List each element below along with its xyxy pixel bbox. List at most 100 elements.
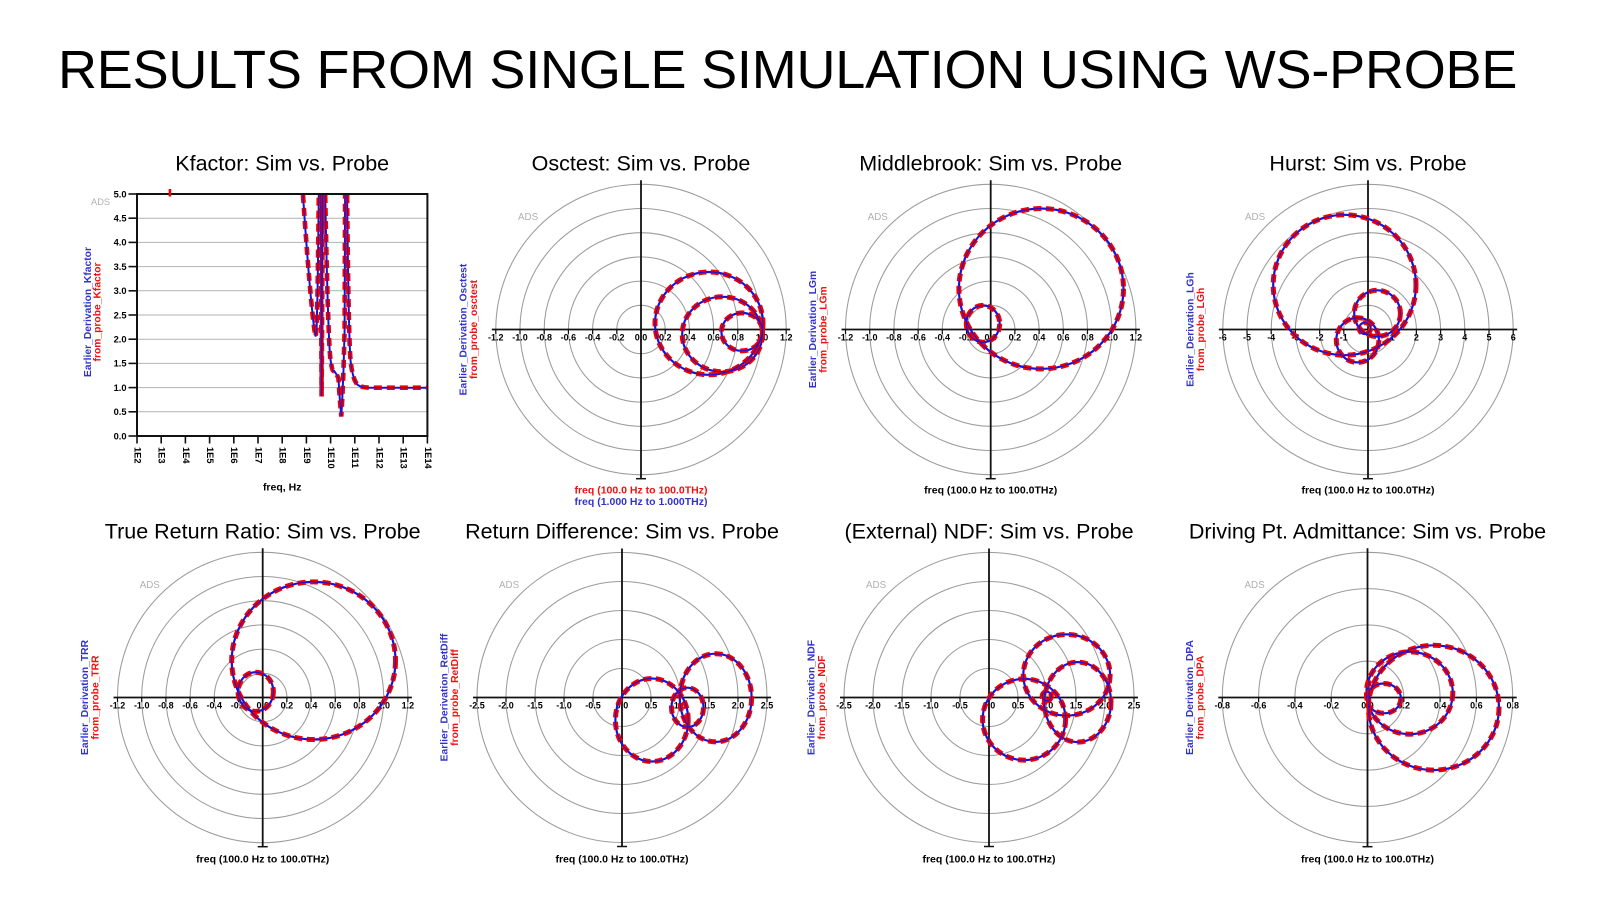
svg-text:-0.5: -0.5 — [585, 700, 601, 710]
svg-text:0.8: 0.8 — [353, 700, 366, 710]
svg-text:ADS: ADS — [518, 212, 539, 223]
svg-text:-0.8: -0.8 — [536, 332, 552, 342]
svg-text:-2.5: -2.5 — [836, 700, 852, 710]
svg-text:Earlier_Derivation_LGm: Earlier_Derivation_LGm — [808, 271, 819, 388]
svg-text:1.5: 1.5 — [1070, 700, 1083, 710]
svg-text:1.2: 1.2 — [780, 332, 793, 342]
svg-text:-0.4: -0.4 — [1287, 700, 1303, 710]
svg-text:-0.6: -0.6 — [910, 332, 926, 342]
svg-text:Earlier_Derivation_Osctest: Earlier_Derivation_Osctest — [459, 263, 470, 395]
svg-text:0.4: 0.4 — [1434, 700, 1447, 710]
svg-text:-0.8: -0.8 — [158, 700, 174, 710]
svg-text:freq (100.0 Hz to 100.0THz): freq (100.0 Hz to 100.0THz) — [1301, 854, 1434, 866]
svg-text:-2.0: -2.0 — [865, 700, 881, 710]
svg-text:-0.8: -0.8 — [886, 332, 902, 342]
svg-text:Earlier_Derivation_Kfactor: Earlier_Derivation_Kfactor — [83, 247, 94, 377]
svg-text:2: 2 — [1414, 332, 1419, 342]
svg-text:-0.4: -0.4 — [207, 700, 223, 710]
svg-text:0.6: 0.6 — [1470, 700, 1483, 710]
svg-text:4.0: 4.0 — [114, 238, 127, 248]
svg-text:3: 3 — [1438, 332, 1443, 342]
svg-text:0.0: 0.0 — [635, 332, 648, 342]
svg-text:0.8: 0.8 — [732, 332, 745, 342]
svg-text:-1.0: -1.0 — [556, 700, 572, 710]
svg-text:from_probe_osctest: from_probe_osctest — [469, 279, 480, 379]
svg-text:1E9: 1E9 — [302, 447, 312, 464]
svg-text:0.2: 0.2 — [659, 332, 672, 342]
svg-text:-2: -2 — [1316, 332, 1324, 342]
svg-text:0.8: 0.8 — [1081, 332, 1094, 342]
svg-text:freq (100.0 Hz to 100.0THz): freq (100.0 Hz to 100.0THz) — [574, 485, 707, 497]
svg-text:1E11: 1E11 — [350, 447, 360, 468]
svg-text:from_probe_LGh: from_probe_LGh — [1196, 288, 1207, 372]
svg-text:6: 6 — [1511, 332, 1516, 342]
svg-text:0.0: 0.0 — [616, 700, 629, 710]
svg-text:5: 5 — [1486, 332, 1491, 342]
svg-text:-1.5: -1.5 — [527, 700, 543, 710]
svg-text:1.5: 1.5 — [703, 700, 716, 710]
svg-text:0.4: 0.4 — [1033, 332, 1046, 342]
svg-text:-0.5: -0.5 — [952, 700, 968, 710]
svg-text:-1.2: -1.2 — [110, 700, 126, 710]
svg-text:4: 4 — [1462, 332, 1467, 342]
svg-text:0.6: 0.6 — [329, 700, 342, 710]
svg-text:1E2: 1E2 — [132, 447, 142, 464]
svg-text:freq (1.000 Hz to 1.000THz): freq (1.000 Hz to 1.000THz) — [574, 496, 707, 508]
svg-text:2.5: 2.5 — [114, 310, 127, 320]
svg-text:1E14: 1E14 — [423, 447, 433, 470]
svg-text:0.5: 0.5 — [645, 700, 658, 710]
svg-text:1E8: 1E8 — [278, 447, 288, 464]
svg-text:freq (100.0 Hz to 100.0THz): freq (100.0 Hz to 100.0THz) — [1301, 485, 1434, 497]
svg-text:-0.6: -0.6 — [182, 700, 198, 710]
svg-text:0.4: 0.4 — [305, 700, 318, 710]
svg-text:-1.5: -1.5 — [894, 700, 910, 710]
svg-text:Osctest: Sim vs. Probe: Osctest: Sim vs. Probe — [532, 152, 751, 176]
svg-text:(External) NDF: Sim vs. Probe: (External) NDF: Sim vs. Probe — [844, 520, 1133, 544]
svg-text:-1.0: -1.0 — [134, 700, 150, 710]
svg-text:1.2: 1.2 — [402, 700, 415, 710]
svg-text:from_probe_RetDiff: from_probe_RetDiff — [450, 649, 461, 746]
svg-text:freq (100.0 Hz to 100.0THz): freq (100.0 Hz to 100.0THz) — [922, 854, 1055, 866]
svg-text:2.0: 2.0 — [732, 700, 745, 710]
svg-text:1E6: 1E6 — [229, 447, 239, 464]
svg-text:freq (100.0 Hz to 100.0THz): freq (100.0 Hz to 100.0THz) — [196, 854, 329, 866]
svg-text:-0.2: -0.2 — [609, 332, 625, 342]
svg-text:from_probe_LGm: from_probe_LGm — [819, 286, 830, 372]
svg-text:1E13: 1E13 — [399, 447, 409, 469]
svg-text:ADS: ADS — [868, 212, 889, 223]
svg-text:1E7: 1E7 — [253, 447, 263, 464]
svg-text:0.0: 0.0 — [983, 700, 996, 710]
svg-text:-0.4: -0.4 — [935, 332, 951, 342]
svg-text:Kfactor: Sim vs. Probe: Kfactor: Sim vs. Probe — [175, 152, 389, 176]
svg-text:Hurst: Sim vs. Probe: Hurst: Sim vs. Probe — [1269, 152, 1466, 176]
svg-text:3.0: 3.0 — [114, 286, 127, 296]
svg-text:-0.2: -0.2 — [231, 700, 247, 710]
svg-text:1.0: 1.0 — [114, 383, 127, 393]
svg-text:-4: -4 — [1267, 332, 1275, 342]
svg-text:-0.6: -0.6 — [561, 332, 577, 342]
svg-text:-1: -1 — [1340, 332, 1348, 342]
svg-text:2.5: 2.5 — [761, 700, 774, 710]
svg-text:freq (100.0 Hz to 100.0THz): freq (100.0 Hz to 100.0THz) — [555, 854, 688, 866]
svg-text:-2.0: -2.0 — [498, 700, 514, 710]
svg-text:ADS: ADS — [866, 580, 887, 591]
svg-text:0.0: 0.0 — [256, 700, 269, 710]
svg-text:Earlier_Derivation_LGh: Earlier_Derivation_LGh — [1186, 272, 1197, 386]
svg-text:1.0: 1.0 — [377, 700, 390, 710]
svg-text:0.2: 0.2 — [1009, 332, 1022, 342]
svg-text:from_probe_NDF: from_probe_NDF — [817, 655, 828, 739]
svg-text:0.2: 0.2 — [1398, 700, 1411, 710]
svg-text:0.6: 0.6 — [1057, 332, 1070, 342]
svg-text:Earlier_Derivation_TRR: Earlier_Derivation_TRR — [80, 639, 91, 755]
svg-text:from_probe_TRR: from_probe_TRR — [91, 655, 102, 740]
svg-text:from_probe_Kfactor: from_probe_Kfactor — [92, 263, 103, 362]
svg-text:freq (100.0 Hz to 100.0THz): freq (100.0 Hz to 100.0THz) — [924, 485, 1057, 497]
svg-text:-0.2: -0.2 — [959, 332, 975, 342]
svg-text:-1.0: -1.0 — [512, 332, 528, 342]
svg-text:2.0: 2.0 — [114, 335, 127, 345]
svg-text:1.0: 1.0 — [1041, 700, 1054, 710]
svg-text:0.5: 0.5 — [114, 407, 127, 417]
svg-text:1.5: 1.5 — [114, 359, 127, 369]
svg-text:0.2: 0.2 — [281, 700, 294, 710]
svg-text:1E4: 1E4 — [181, 447, 191, 464]
